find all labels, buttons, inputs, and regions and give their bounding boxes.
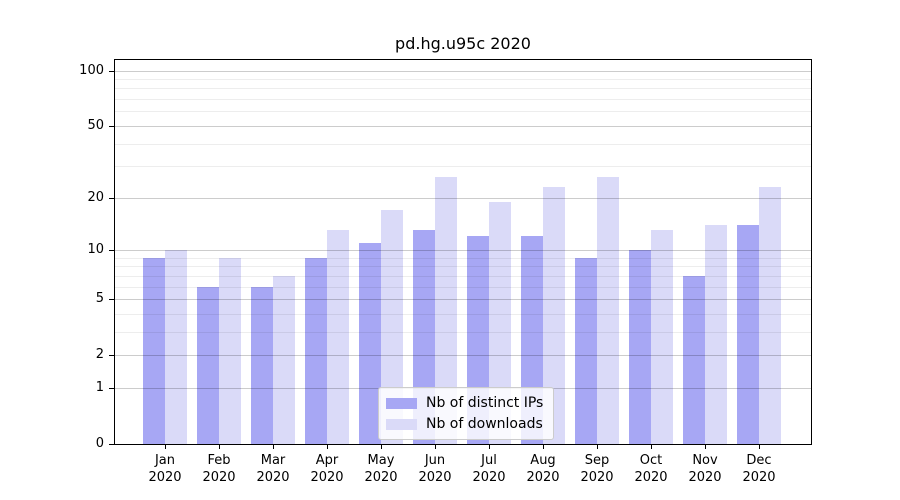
x-tick-mark-dec bbox=[759, 445, 760, 449]
chart-title: pd.hg.u95c 2020 bbox=[395, 34, 531, 53]
y-tick-label-20: 20 bbox=[87, 190, 104, 205]
minor-gridline-80 bbox=[115, 88, 811, 90]
minor-gridline-30 bbox=[115, 166, 811, 168]
major-gridline-2 bbox=[115, 355, 811, 357]
y-tick-mark-2 bbox=[109, 355, 114, 356]
minor-gridline-6 bbox=[115, 286, 811, 288]
minor-gridline-8 bbox=[115, 266, 811, 268]
bar-mar-downloads bbox=[273, 275, 295, 444]
y-tick-label-50: 50 bbox=[87, 118, 104, 133]
minor-gridline-3 bbox=[115, 331, 811, 333]
y-tick-label-1: 1 bbox=[95, 380, 104, 395]
x-tick-label-sep: Sep 2020 bbox=[580, 453, 614, 485]
y-tick-label-5: 5 bbox=[95, 291, 104, 306]
bar-nov-ips bbox=[683, 275, 705, 444]
x-tick-mark-oct bbox=[651, 445, 652, 449]
legend-item-downloads: Nb of downloads bbox=[386, 416, 543, 432]
y-tick-label-0: 0 bbox=[95, 436, 104, 451]
bar-jul-downloads bbox=[489, 201, 511, 444]
bar-aug-downloads bbox=[543, 186, 565, 444]
legend-swatch-distinct-ips bbox=[386, 397, 417, 409]
x-tick-mark-apr bbox=[327, 445, 328, 449]
bar-mar-ips bbox=[251, 286, 273, 444]
y-tick-mark-1 bbox=[109, 388, 114, 389]
x-tick-mark-mar bbox=[273, 445, 274, 449]
x-tick-label-dec: Dec 2020 bbox=[742, 453, 776, 485]
legend-label-downloads: Nb of downloads bbox=[426, 416, 543, 432]
x-tick-mark-sep bbox=[597, 445, 598, 449]
bar-may-downloads bbox=[381, 210, 403, 444]
major-gridline-10 bbox=[115, 249, 811, 251]
plot-area bbox=[114, 59, 812, 445]
bar-oct-ips bbox=[629, 249, 651, 444]
legend-item-distinct-ips: Nb of distinct IPs bbox=[386, 395, 543, 411]
bar-dec-ips bbox=[737, 224, 759, 444]
x-tick-label-may: May 2020 bbox=[364, 453, 398, 485]
legend: Nb of distinct IPs Nb of downloads bbox=[378, 387, 555, 440]
bar-may-ips bbox=[359, 242, 381, 444]
x-tick-label-jan: Jan 2020 bbox=[148, 453, 182, 485]
x-tick-mark-aug bbox=[543, 445, 544, 449]
bar-jan-downloads bbox=[165, 249, 187, 444]
bar-nov-downloads bbox=[705, 224, 727, 444]
y-tick-mark-50 bbox=[109, 126, 114, 127]
y-tick-mark-100 bbox=[109, 71, 114, 72]
x-tick-mark-may bbox=[381, 445, 382, 449]
x-tick-label-feb: Feb 2020 bbox=[202, 453, 236, 485]
major-gridline-50 bbox=[115, 125, 811, 127]
bar-sep-downloads bbox=[597, 177, 619, 444]
x-tick-mark-jul bbox=[489, 445, 490, 449]
major-gridline-20 bbox=[115, 197, 811, 199]
x-tick-mark-jan bbox=[165, 445, 166, 449]
bar-jun-downloads bbox=[435, 177, 457, 444]
y-tick-mark-20 bbox=[109, 198, 114, 199]
minor-gridline-7 bbox=[115, 275, 811, 277]
minor-gridline-9 bbox=[115, 257, 811, 259]
minor-gridline-4 bbox=[115, 313, 811, 315]
x-tick-label-apr: Apr 2020 bbox=[310, 453, 344, 485]
minor-gridline-40 bbox=[115, 143, 811, 145]
x-tick-mark-nov bbox=[705, 445, 706, 449]
major-gridline-5 bbox=[115, 299, 811, 300]
bar-jan-ips bbox=[143, 257, 165, 444]
x-tick-label-mar: Mar 2020 bbox=[256, 453, 290, 485]
x-tick-mark-feb bbox=[219, 445, 220, 449]
y-tick-label-2: 2 bbox=[95, 347, 104, 362]
y-tick-label-10: 10 bbox=[87, 242, 104, 257]
minor-gridline-60 bbox=[115, 111, 811, 113]
y-tick-mark-5 bbox=[109, 299, 114, 300]
bar-apr-ips bbox=[305, 257, 327, 444]
x-tick-label-oct: Oct 2020 bbox=[634, 453, 668, 485]
x-tick-label-nov: Nov 2020 bbox=[688, 453, 722, 485]
x-tick-label-aug: Aug 2020 bbox=[526, 453, 560, 485]
bar-sep-ips bbox=[575, 257, 597, 444]
y-tick-label-100: 100 bbox=[79, 63, 104, 78]
x-tick-mark-jun bbox=[435, 445, 436, 449]
x-tick-label-jul: Jul 2020 bbox=[472, 453, 506, 485]
minor-gridline-90 bbox=[115, 78, 811, 80]
bar-feb-ips bbox=[197, 286, 219, 444]
bar-dec-downloads bbox=[759, 186, 781, 444]
legend-swatch-downloads bbox=[386, 418, 417, 430]
major-gridline-100 bbox=[115, 70, 811, 72]
y-tick-mark-10 bbox=[109, 250, 114, 251]
bar-oct-downloads bbox=[651, 230, 673, 444]
bar-feb-downloads bbox=[219, 257, 241, 444]
minor-gridline-70 bbox=[115, 99, 811, 100]
legend-label-distinct-ips: Nb of distinct IPs bbox=[426, 395, 544, 411]
x-tick-label-jun: Jun 2020 bbox=[418, 453, 452, 485]
y-tick-mark-0 bbox=[109, 444, 114, 445]
bar-apr-downloads bbox=[327, 230, 349, 444]
